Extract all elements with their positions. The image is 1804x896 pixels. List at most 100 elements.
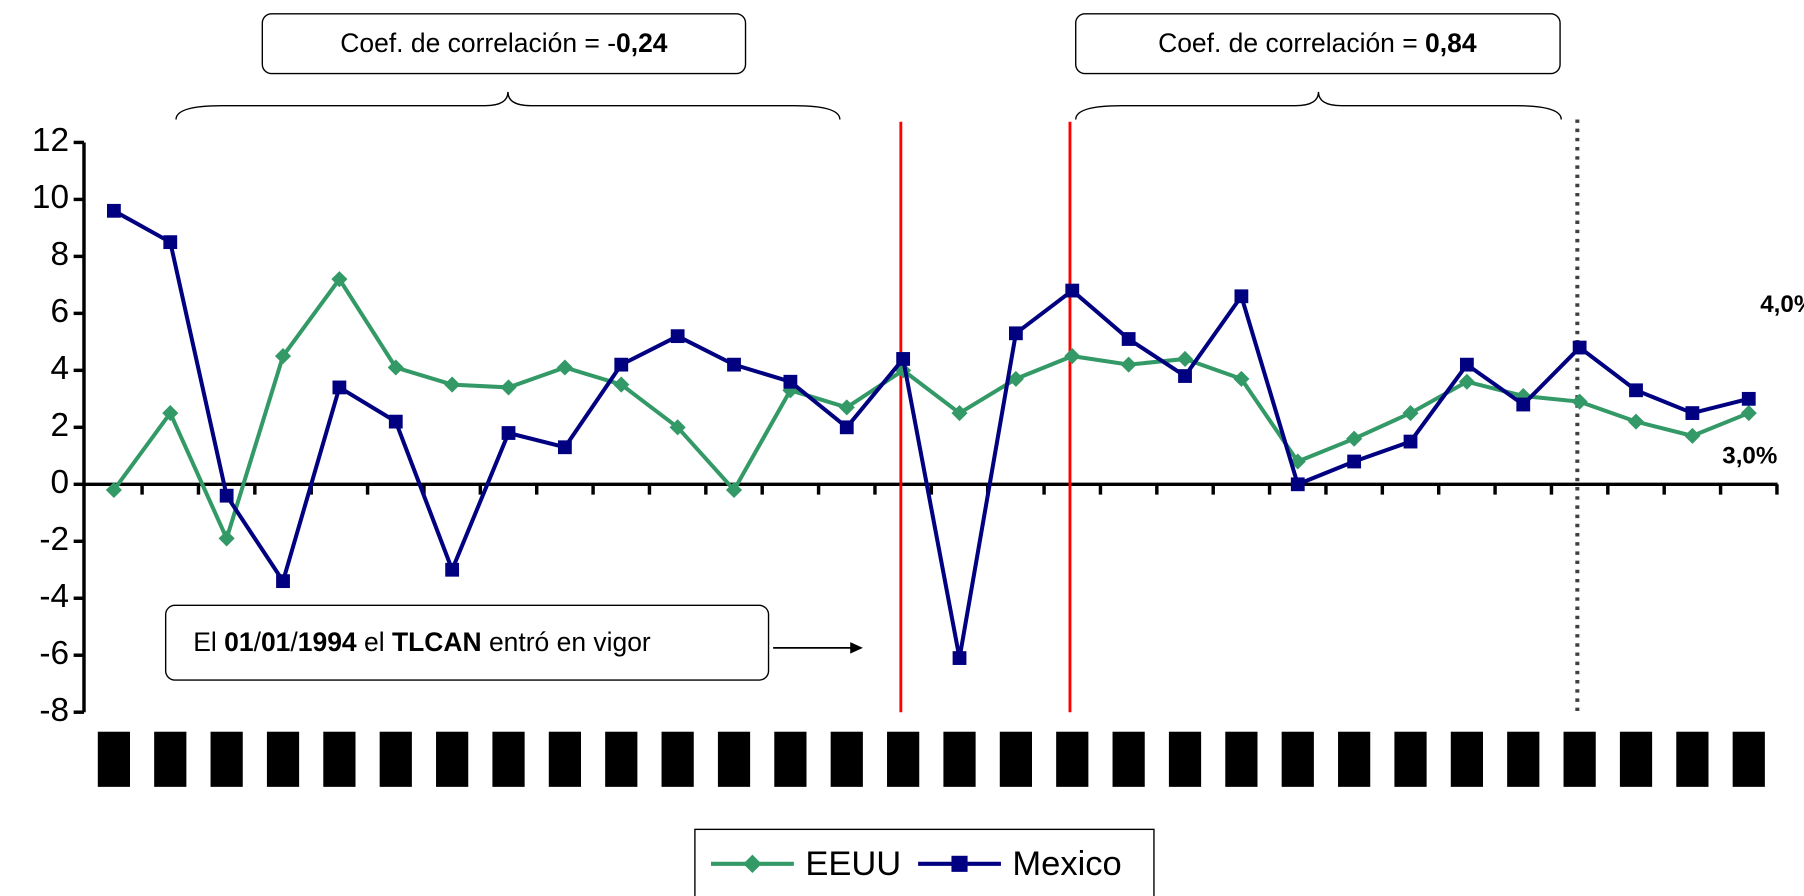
point: [1008, 326, 1023, 341]
x-tick-label-redacted: [1338, 731, 1371, 787]
annotation-part: entró en vigor: [482, 627, 651, 657]
point: [1234, 289, 1249, 304]
point: [613, 376, 630, 393]
annotation: Coef. de correlación = 0,84: [1158, 28, 1477, 58]
x-tick-label-redacted: [1563, 731, 1596, 787]
point: [162, 405, 179, 422]
point: [1684, 427, 1701, 444]
x-tick-label-redacted: [379, 731, 412, 787]
point: [1290, 477, 1305, 492]
point: [1007, 370, 1024, 387]
annotation-part: 0,24: [616, 28, 668, 58]
point: [276, 574, 290, 589]
x-tick-label-redacted: [436, 731, 469, 787]
point: [1741, 391, 1756, 406]
x-tick-label-redacted: [97, 731, 131, 787]
annotation-part: El: [193, 627, 224, 657]
x-tick-label-redacted: [999, 731, 1032, 787]
point: [1176, 350, 1194, 367]
y-tick-label: -6: [39, 635, 69, 672]
annotation: El 01/01/1994 el TLCAN entró en vigor: [193, 627, 651, 657]
brace: [175, 91, 841, 120]
point: [332, 380, 347, 395]
point: [614, 357, 629, 372]
point: [500, 379, 517, 396]
point: [556, 359, 573, 376]
x-tick-label-redacted: [1056, 731, 1089, 787]
point: [1740, 405, 1757, 422]
point: [557, 440, 572, 455]
point: [1346, 430, 1363, 447]
legend-label: EEUU: [805, 845, 901, 883]
point: [1402, 405, 1419, 422]
end-label: 3,0%: [1722, 443, 1777, 470]
point: [1627, 413, 1645, 430]
series-line: [112, 275, 1750, 545]
point: [727, 357, 741, 372]
point: [670, 329, 685, 344]
point: [445, 562, 460, 577]
point: [1458, 373, 1475, 390]
y-tick-label: 2: [50, 407, 69, 444]
legend-label: Mexico: [1012, 845, 1121, 883]
annotation-box: [261, 13, 747, 75]
point: [218, 530, 235, 547]
x-tick-label-redacted: [605, 731, 638, 787]
point: [783, 374, 798, 389]
x-tick-label-redacted: [548, 731, 582, 787]
point: [896, 352, 911, 366]
plot: -8 -6 -4 -2 0 2 4 6 8 10 12 Coef. de correlación = …: [32, 13, 1804, 896]
point: [838, 399, 855, 416]
annotation-part: 1994: [298, 627, 357, 657]
x-tick-label-redacted: [1507, 731, 1540, 787]
point: [388, 414, 403, 429]
x-tick-label-redacted: [1225, 731, 1258, 787]
y-tick-label: 12: [32, 122, 69, 159]
x-tick-label-redacted: [1676, 731, 1709, 787]
brace: [1075, 91, 1562, 120]
x-tick-label-redacted: [1394, 731, 1427, 787]
point: [219, 488, 234, 503]
y-tick-label: -8: [39, 692, 69, 729]
point: [1629, 383, 1643, 398]
point: [1064, 348, 1081, 365]
point: [1685, 406, 1700, 420]
x-tick-label-redacted: [943, 731, 976, 787]
arrow-head: [850, 642, 863, 654]
annotation-box: [164, 604, 770, 681]
annotation-part: el: [357, 627, 392, 657]
annotation-part: TLCAN: [392, 627, 482, 657]
point: [1572, 340, 1587, 355]
x-tick-label-redacted: [717, 731, 751, 787]
x-tick-label-redacted: [1450, 731, 1483, 787]
x-tick-label-redacted: [1281, 731, 1314, 787]
point: [839, 420, 854, 435]
point: [444, 376, 461, 393]
annotation-part: 01: [261, 627, 290, 657]
x-tick-label-redacted: [323, 731, 356, 787]
y-tick-label: 8: [50, 236, 69, 273]
point: [952, 651, 967, 665]
x-tick-label-redacted: [1112, 731, 1145, 787]
x-tick-label-redacted: [887, 731, 920, 787]
legend-marker: [951, 855, 968, 872]
point: [1178, 369, 1192, 383]
series-line: [112, 209, 1750, 659]
point: [1403, 434, 1418, 449]
y-tick-label: -2: [39, 521, 69, 558]
end-label: 4,0%: [1760, 291, 1804, 318]
x-tick-label-redacted: [1732, 731, 1765, 787]
point: [1233, 370, 1250, 387]
x-tick-label-redacted: [154, 731, 187, 787]
point: [1120, 356, 1137, 373]
point: [1571, 393, 1588, 410]
point: [1347, 454, 1362, 469]
y-tick-label: 10: [32, 179, 69, 216]
point: [501, 426, 516, 440]
x-tick-label-redacted: [1619, 731, 1653, 787]
annotation-part: Coef. de correlación = -: [340, 28, 616, 58]
x-tick-label-redacted: [830, 731, 863, 787]
annotation-part: /: [290, 627, 298, 657]
point: [1516, 397, 1531, 412]
